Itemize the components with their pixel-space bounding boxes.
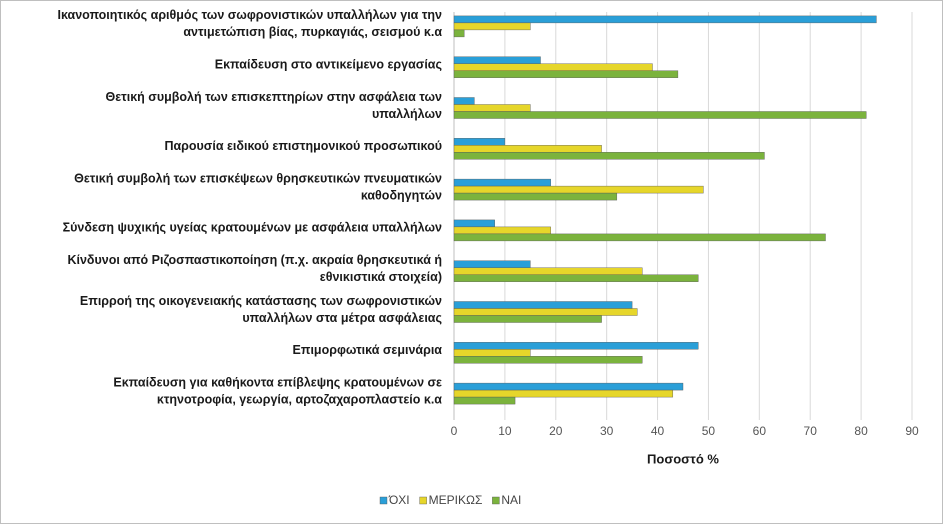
y-tick-label: κτηνοτροφία, γεωργία, αρτοζαχαροπλαστείο… [157, 392, 442, 406]
y-tick-label: Εκπαίδευση για καθήκοντα επίβλεψης κρατο… [113, 375, 442, 389]
x-tick-label: 40 [651, 424, 665, 438]
bar [453, 226, 551, 235]
legend-swatch [419, 496, 427, 505]
x-tick-label: 80 [854, 424, 868, 438]
x-tick-label: 90 [905, 424, 919, 438]
bar [453, 111, 867, 119]
bar [453, 267, 643, 275]
legend-label: ΜΕΡΙΚΩΣ [429, 493, 483, 507]
bar [453, 97, 475, 105]
bar [453, 308, 638, 316]
y-tick-label: Επιμορφωτικά σεμινάρια [293, 343, 443, 357]
x-tick-label: 70 [804, 424, 818, 438]
bar [453, 185, 704, 194]
x-tick-label: 0 [451, 424, 458, 438]
bar [453, 315, 602, 323]
bar [453, 342, 699, 350]
bar [453, 56, 541, 64]
y-tick-label: Κίνδυνοι από Ριζοσπαστικοποίηση (π.χ. ακ… [67, 253, 442, 267]
legend-label: ΌΧΙ [388, 493, 410, 507]
y-tick-label: Θετική συμβολή των επισκέψεων θρησκευτικ… [74, 171, 442, 185]
bar [453, 152, 765, 160]
bar [453, 301, 633, 309]
bar [453, 396, 516, 405]
y-tick-label: καθοδηγητών [361, 188, 442, 202]
bar [453, 233, 826, 242]
bar [453, 145, 602, 153]
legend-swatch [492, 496, 500, 505]
bar [453, 389, 674, 398]
bar [453, 219, 495, 228]
bar [453, 63, 653, 71]
x-tick-label: 60 [753, 424, 767, 438]
legend-swatch [379, 496, 388, 505]
x-tick-label: 50 [702, 424, 716, 438]
y-tick-label: Σύνδεση ψυχικής υγείας κρατουμένων με ασ… [63, 221, 442, 235]
bar [453, 22, 531, 31]
y-tick-label: αντιμετώπιση βίας, πυρκαγιάς, σεισμού κ.… [183, 25, 442, 39]
bar [453, 349, 531, 357]
x-tick-label: 10 [498, 424, 512, 438]
y-tick-label: Εκπαίδευση στο αντικείμενο εργασίας [215, 57, 442, 71]
bar [453, 382, 684, 391]
y-tick-label: υπαλλήλων [372, 107, 442, 121]
y-tick-label: Παρουσία ειδικού επιστημονικού προσωπικο… [164, 139, 442, 153]
y-tick-label: Επιρροή της οικογενειακής κατάστασης των… [80, 294, 442, 308]
x-tick-label: 20 [549, 424, 563, 438]
bar [453, 70, 679, 78]
legend-label: ΝΑΙ [501, 493, 521, 507]
bar [453, 15, 877, 24]
y-tick-label: εθνικιστικά στοιχεία) [320, 270, 442, 284]
y-tick-label: υπαλλήλων στα μέτρα ασφάλειας [242, 311, 442, 325]
bar [453, 138, 506, 146]
x-axis-title: Ποσοστό % [647, 451, 719, 466]
x-tick-label: 30 [600, 424, 614, 438]
bar [453, 178, 551, 187]
y-tick-label: Ικανοποιητικός αριθμός των σωφρονιστικών… [58, 8, 443, 22]
bar [453, 260, 531, 268]
bar [453, 192, 618, 201]
bar [453, 274, 699, 282]
bar [453, 104, 531, 112]
bar [453, 29, 465, 38]
bar [453, 356, 643, 364]
y-tick-label: Θετική συμβολή των επισκεπτηρίων στην ασ… [105, 90, 442, 104]
